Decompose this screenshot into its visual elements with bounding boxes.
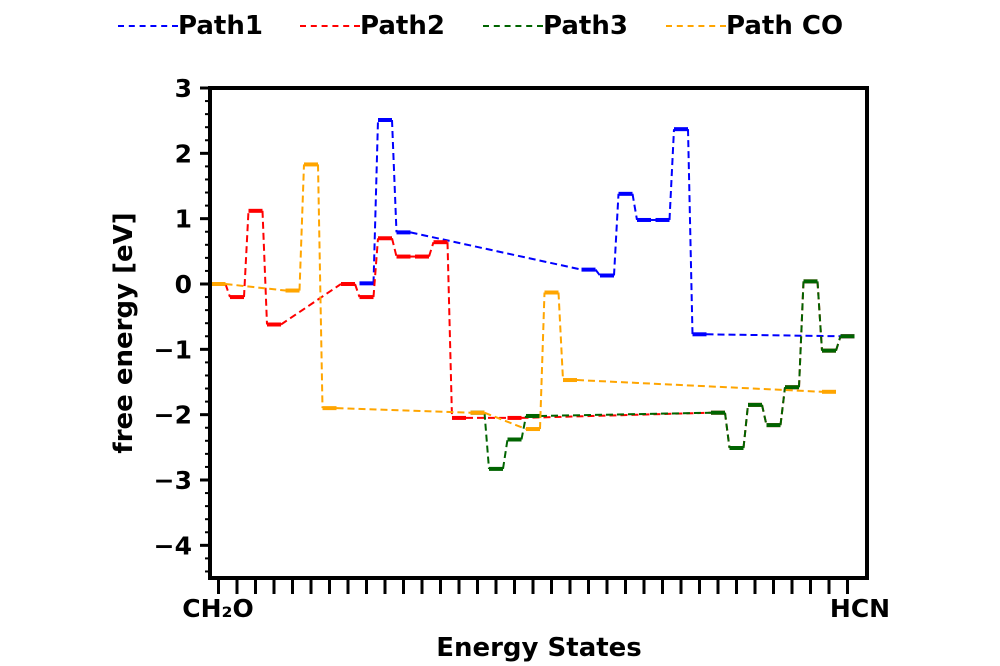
legend: Path1 Path2 Path3 Path CO xyxy=(0,0,1000,52)
connector xyxy=(280,283,342,326)
connector xyxy=(298,164,305,291)
legend-swatch-path1 xyxy=(118,25,178,27)
connector xyxy=(521,411,712,419)
legend-label-path3: Path3 xyxy=(543,11,628,41)
connector xyxy=(372,238,379,298)
connector xyxy=(261,210,268,325)
connector xyxy=(410,231,582,271)
connector xyxy=(779,387,786,426)
legend-label-path2: Path2 xyxy=(360,11,445,41)
legend-swatch-path3 xyxy=(483,25,543,27)
series-1 xyxy=(211,208,855,450)
x-axis xyxy=(217,578,849,594)
connector xyxy=(835,335,842,351)
y-axis: 3 2 1 0 −1 −2 −3 −4 xyxy=(154,74,210,573)
connector xyxy=(539,411,712,417)
connector xyxy=(798,281,805,388)
y-tick-label: 1 xyxy=(175,205,192,234)
connector xyxy=(317,164,324,409)
y-tick-label: −2 xyxy=(154,401,192,430)
legend-item-path3: Path3 xyxy=(483,8,628,44)
y-tick-label: 2 xyxy=(175,139,192,168)
connector xyxy=(761,404,768,426)
connector xyxy=(557,292,564,381)
connector xyxy=(336,407,471,414)
connector xyxy=(631,193,638,221)
x-tick-label-last: HCN xyxy=(830,594,890,623)
y-tick-label: −1 xyxy=(154,335,192,364)
connector xyxy=(483,412,490,469)
connector xyxy=(742,404,749,449)
connector xyxy=(613,193,620,276)
connector xyxy=(243,210,250,298)
series-3 xyxy=(211,162,836,432)
y-tick-label: 3 xyxy=(175,74,192,103)
legend-label-path1: Path1 xyxy=(178,11,263,41)
plot-frame xyxy=(208,86,869,580)
series-layer xyxy=(211,118,855,471)
connector xyxy=(668,129,675,221)
connector xyxy=(816,281,823,351)
y-tick-label: 0 xyxy=(175,270,192,299)
connector xyxy=(687,129,694,335)
connector xyxy=(539,292,546,430)
connector xyxy=(502,439,509,470)
connector xyxy=(520,415,527,440)
y-tick-label: −3 xyxy=(154,466,192,495)
connector xyxy=(484,411,527,430)
connector xyxy=(225,283,286,292)
connector xyxy=(354,283,361,298)
x-axis-label: Energy States xyxy=(436,633,642,663)
connector xyxy=(428,241,435,257)
x-tick-label-first: CH₂O xyxy=(182,594,253,623)
legend-swatch-path2 xyxy=(300,25,360,27)
connector xyxy=(724,412,731,449)
legend-item-path2: Path2 xyxy=(300,8,445,44)
y-axis-label: free energy [eV] xyxy=(109,212,139,453)
legend-label-pathco: Path CO xyxy=(726,11,844,41)
connector xyxy=(594,269,601,277)
connector xyxy=(706,333,841,338)
connector xyxy=(576,379,823,393)
series-0 xyxy=(359,118,855,339)
connector xyxy=(391,238,398,257)
legend-item-pathco: Path CO xyxy=(666,8,843,44)
connector xyxy=(446,242,453,418)
legend-swatch-pathco xyxy=(666,25,726,27)
connector xyxy=(391,119,398,233)
legend-item-path1: Path1 xyxy=(118,8,263,44)
connector xyxy=(224,283,231,298)
connector xyxy=(372,119,379,284)
y-tick-label: −4 xyxy=(154,531,192,560)
series-2 xyxy=(470,279,855,471)
